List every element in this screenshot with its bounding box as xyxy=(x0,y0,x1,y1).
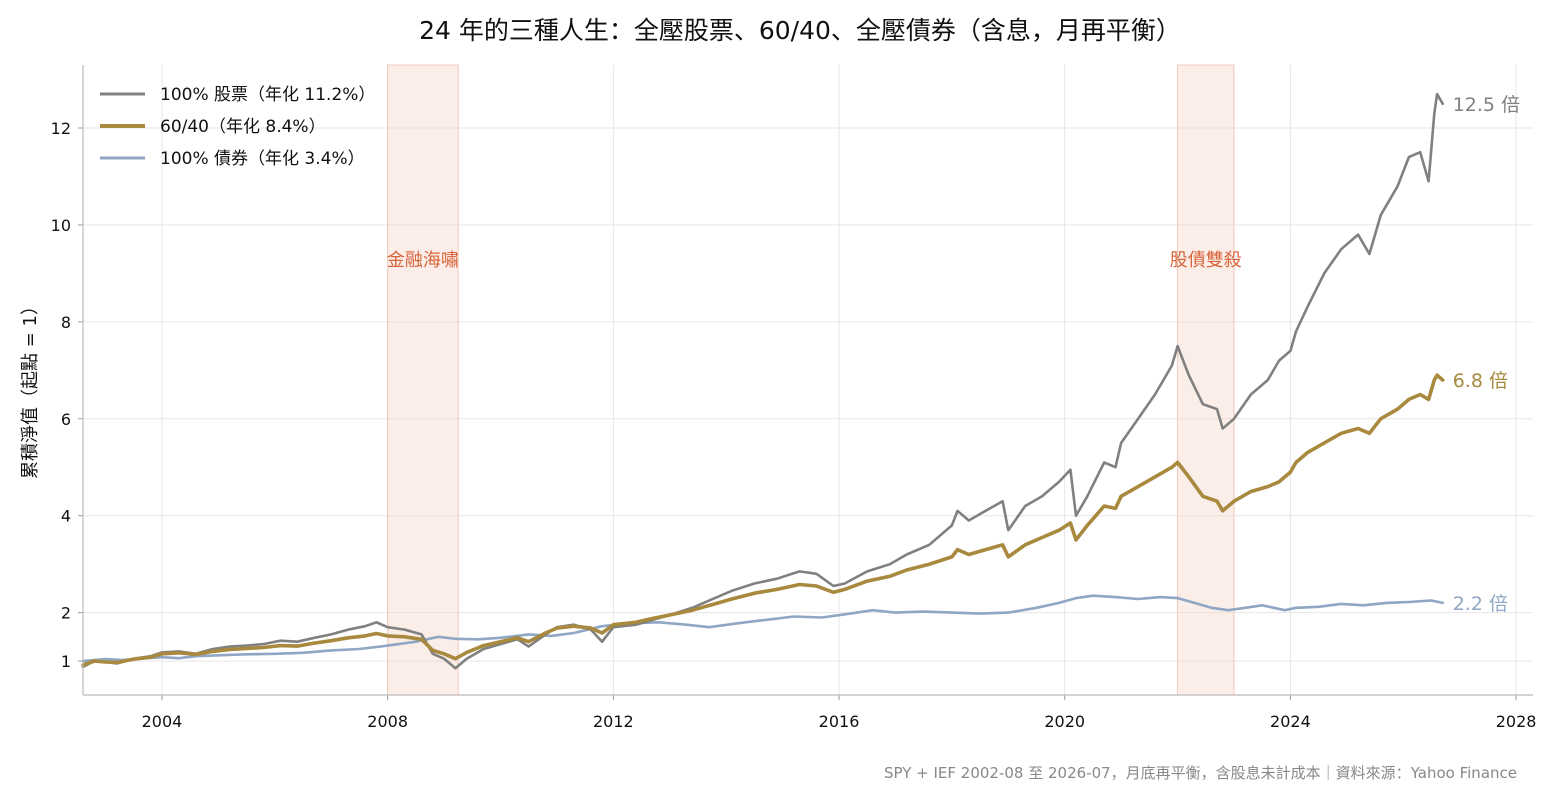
series-end-label: 2.2 倍 xyxy=(1453,593,1508,615)
shaded-region-label: 金融海嘯 xyxy=(387,250,459,271)
x-tick-label: 2012 xyxy=(593,712,634,731)
x-tick-label: 2024 xyxy=(1270,712,1311,731)
series-line xyxy=(81,373,1445,667)
shaded-regions: 金融海嘯 股債雙殺 xyxy=(387,64,1242,696)
grid xyxy=(83,65,1533,695)
y-tick-label: 1 xyxy=(61,652,71,671)
y-tick-label: 8 xyxy=(61,313,71,332)
legend: 100% 股票（年化 11.2%） 60/40（年化 8.4%） 100% 債券（年… xyxy=(100,85,375,169)
series-end-label: 6.8 倍 xyxy=(1453,370,1508,392)
series-lines xyxy=(81,92,1445,670)
y-tick-label: 10 xyxy=(51,216,71,235)
legend-entry: 60/40（年化 8.4%） xyxy=(160,117,326,137)
legend-entry: 100% 股票（年化 11.2%） xyxy=(160,85,375,105)
shaded-region xyxy=(1177,64,1235,696)
y-axis-label: 累積淨值（起點 = 1） xyxy=(20,297,41,479)
y-tick-label: 4 xyxy=(61,507,71,526)
y-tick-label: 2 xyxy=(61,604,71,623)
footer-note: SPY + IEF 2002-08 至 2026-07，月底再平衡，含股息未計成… xyxy=(884,764,1517,782)
series-end-label: 12.5 倍 xyxy=(1453,94,1520,116)
shaded-region-label: 股債雙殺 xyxy=(1170,250,1242,271)
x-tick-label: 2008 xyxy=(367,712,408,731)
x-tick-label: 2004 xyxy=(142,712,183,731)
shaded-region xyxy=(387,64,459,696)
y-tick-label: 6 xyxy=(61,410,71,429)
legend-entry: 100% 債券（年化 3.4%） xyxy=(160,149,365,169)
series-line xyxy=(81,594,1444,663)
chart-title: 24 年的三種人生：全壓股票、60/40、全壓債券（含息，月再平衡） xyxy=(419,16,1181,45)
x-tick-label: 2016 xyxy=(819,712,860,731)
end-labels: 2.2 倍 12.5 倍 6.8 倍 xyxy=(1453,94,1520,615)
y-tick-label: 12 xyxy=(51,119,71,138)
x-tick-label: 2020 xyxy=(1044,712,1085,731)
axes xyxy=(78,65,1533,700)
series-line xyxy=(81,92,1444,670)
x-tick-label: 2028 xyxy=(1496,712,1537,731)
